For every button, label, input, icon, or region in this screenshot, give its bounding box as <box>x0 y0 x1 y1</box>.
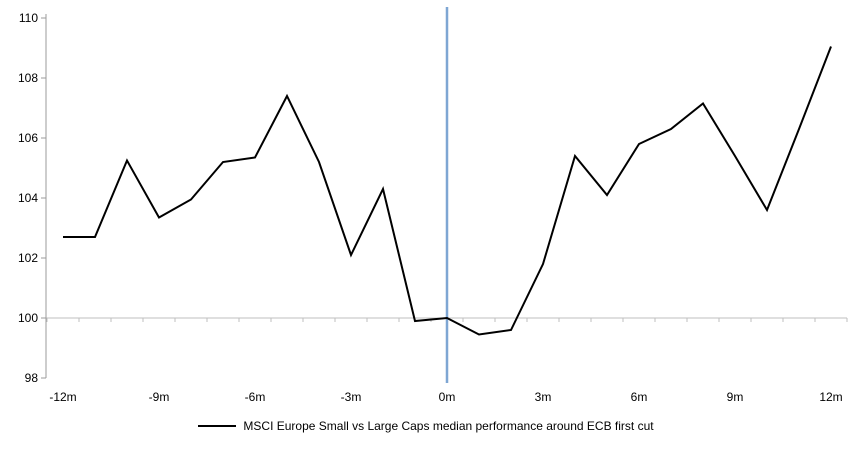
x-tick-label: -6m <box>245 390 266 404</box>
legend-label: MSCI Europe Small vs Large Caps median p… <box>243 419 654 433</box>
x-tick-label: 0m <box>439 390 456 404</box>
y-tick-label: 106 <box>18 131 38 145</box>
x-tick-label: 6m <box>631 390 648 404</box>
y-tick-label: 108 <box>18 71 38 85</box>
y-tick-label: 102 <box>18 251 38 265</box>
y-tick-label: 110 <box>19 11 38 25</box>
series-line <box>63 46 832 336</box>
x-tick-label: -9m <box>149 390 170 404</box>
y-tick-label: 100 <box>18 311 38 325</box>
x-tick-label: 9m <box>727 390 744 404</box>
x-tick-label: 3m <box>535 390 552 404</box>
x-tick-label: 12m <box>819 390 842 404</box>
x-tick-label: -3m <box>341 390 362 404</box>
legend: MSCI Europe Small vs Large Caps median p… <box>0 419 852 433</box>
y-tick-label: 98 <box>25 371 39 385</box>
x-tick-label: -12m <box>49 390 76 404</box>
legend-line-swatch <box>198 425 237 427</box>
y-tick-label: 104 <box>18 191 38 205</box>
